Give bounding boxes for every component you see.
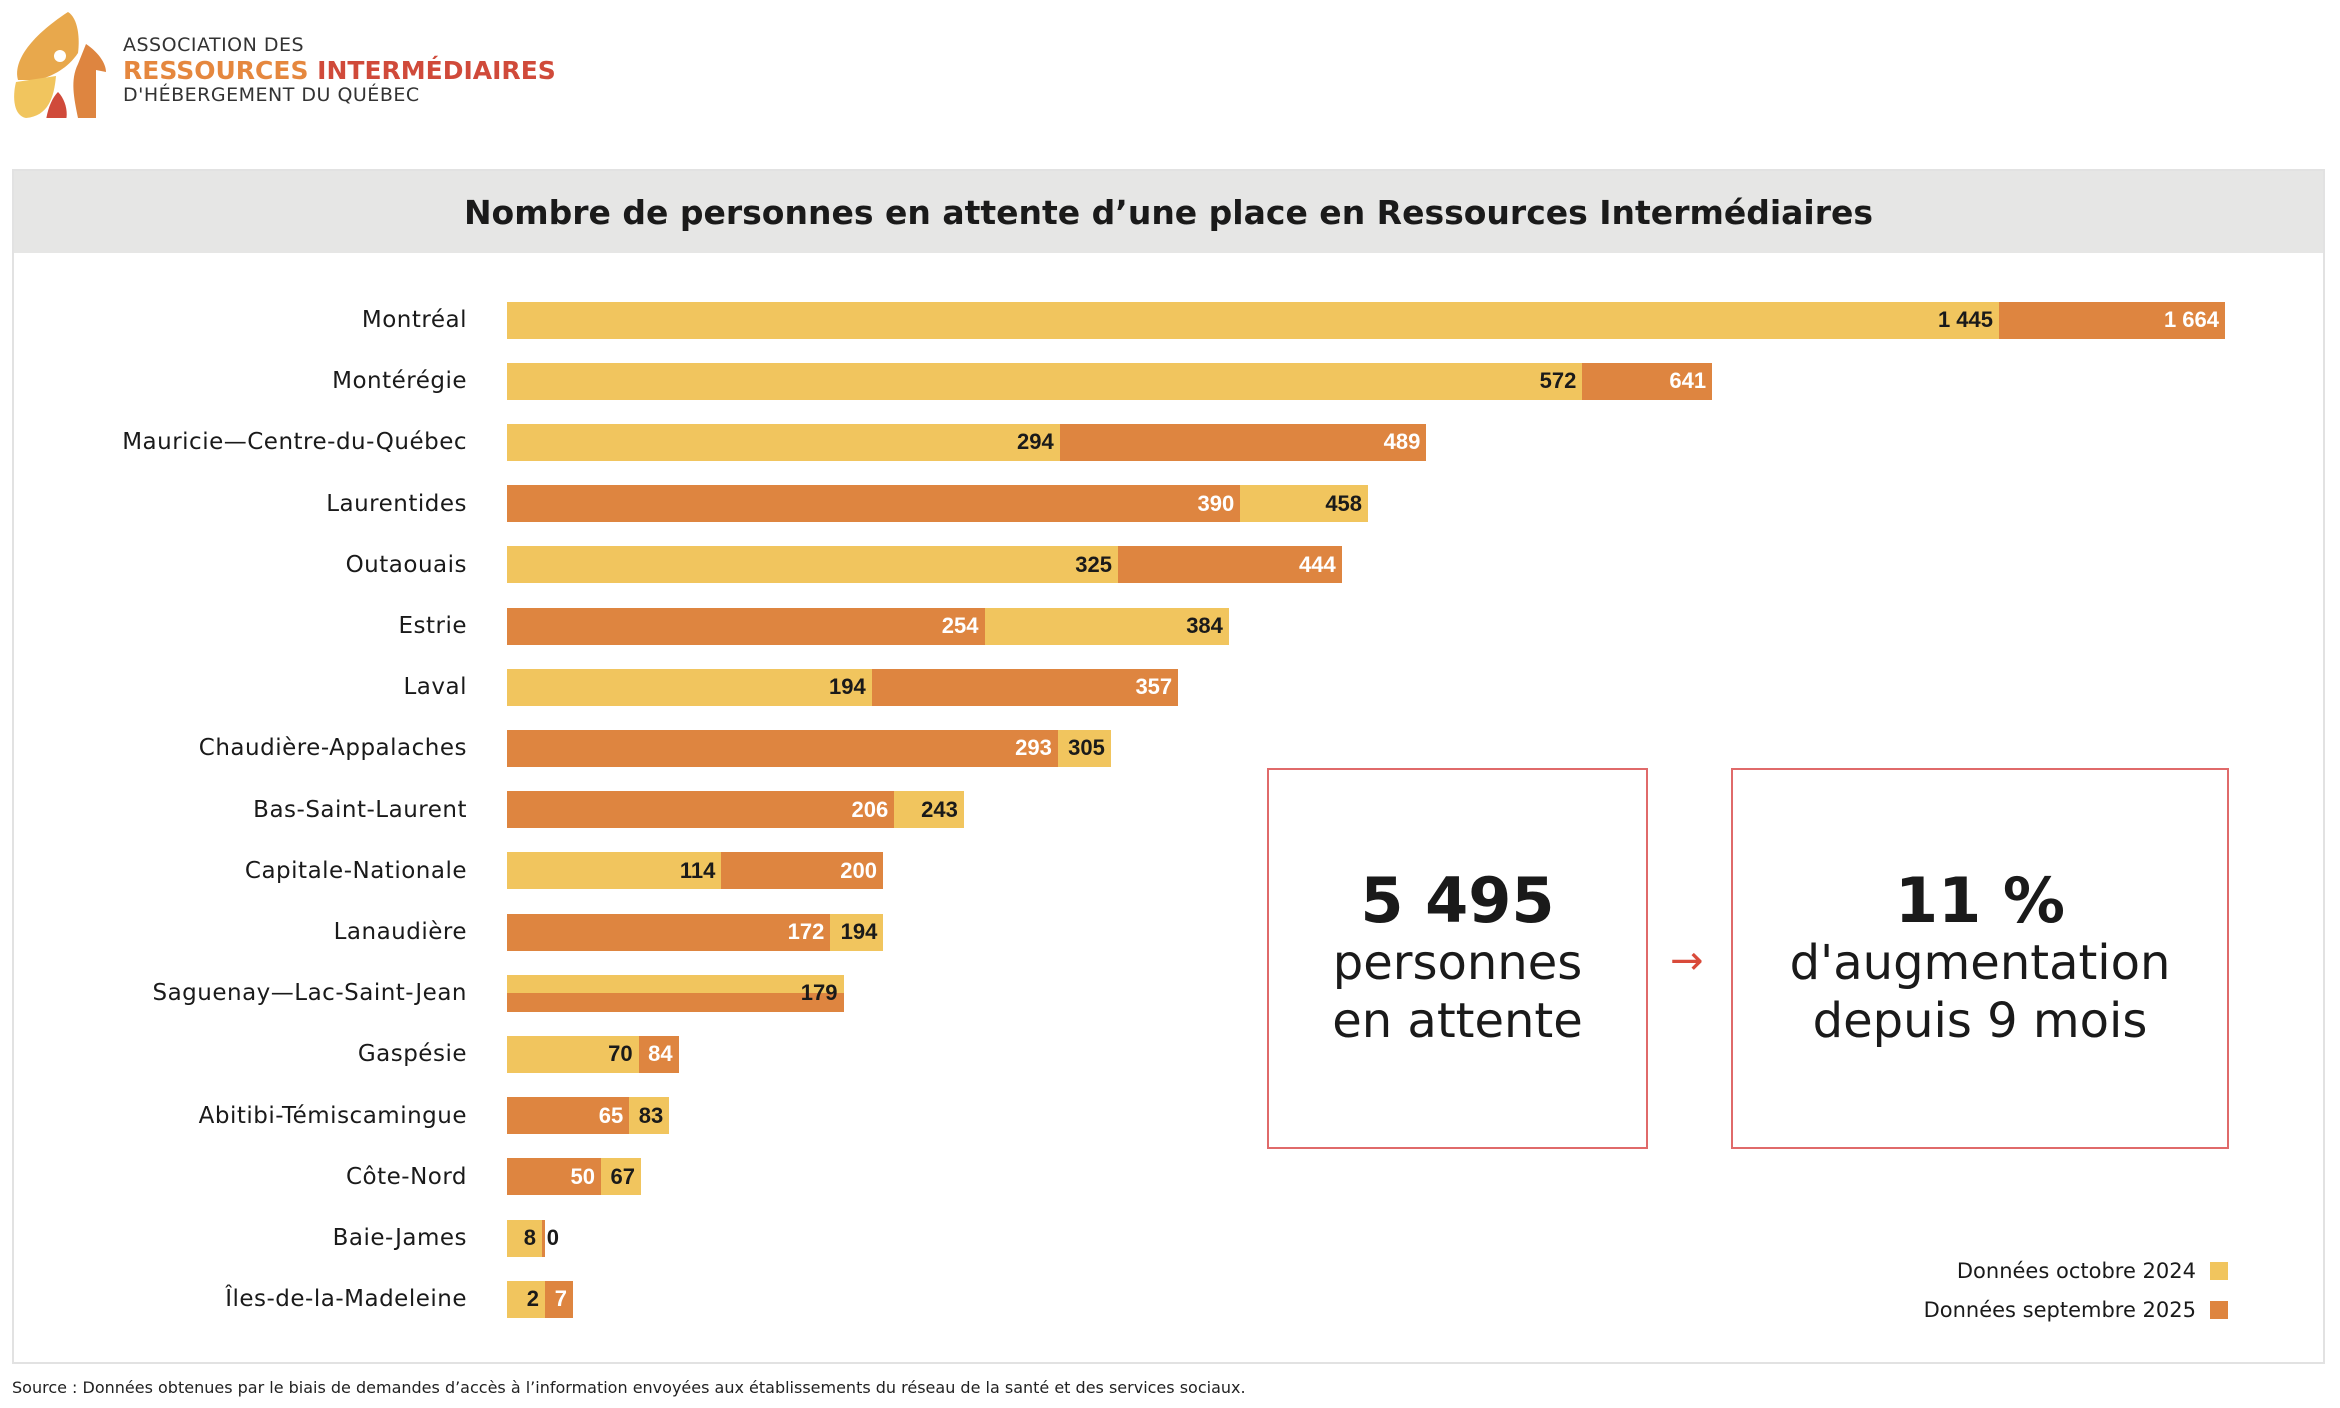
value-label: 293	[1015, 735, 1052, 761]
category-label: Montérégie	[332, 368, 467, 395]
value-label: 206	[851, 796, 889, 822]
bar-2024	[507, 1219, 545, 1257]
value-label: 254	[941, 613, 979, 638]
value-label: 8	[523, 1225, 536, 1250]
legend-swatch	[2210, 1262, 2228, 1280]
category-label: Saguenay—Lac-Saint-Jean	[152, 980, 467, 1007]
value-label: 0	[546, 1225, 559, 1250]
category-label: Montréal	[361, 307, 467, 333]
category-label: Gaspésie	[357, 1041, 467, 1068]
bar-2025	[507, 791, 895, 829]
category-label: Capitale-Nationale	[244, 857, 467, 884]
chart-panel: Nombre de personnes en attente d’une pla…	[12, 169, 2325, 1364]
bar-2025	[542, 1219, 545, 1257]
category-label: Estrie	[398, 613, 467, 639]
logo-text: ASSOCIATION DES RESSOURCES INTERMÉDIAIRE…	[123, 36, 556, 105]
value-label: 172	[787, 919, 825, 944]
bar-2025	[507, 913, 831, 951]
value-label: 243	[921, 796, 958, 822]
value-label: 194	[840, 919, 878, 944]
value-label: 50	[570, 1163, 595, 1189]
bar-2024	[507, 1280, 545, 1318]
value-label: 325	[1075, 551, 1112, 577]
bar-2025	[507, 485, 1241, 523]
category-label: Outaouais	[345, 551, 467, 578]
value-label: 194	[829, 674, 866, 700]
logo-line3: D'HÉBERGEMENT DU QUÉBEC	[123, 84, 420, 106]
category-label: Mauricie—Centre-du-Québec	[122, 429, 467, 456]
value-label: 200	[840, 857, 877, 883]
value-label: 1 445	[1937, 307, 1993, 332]
bar-2024	[507, 668, 872, 706]
category-label: Baie-James	[332, 1225, 467, 1251]
value-label: 641	[1669, 368, 1707, 394]
category-label: Chaudière-Appalaches	[198, 735, 467, 762]
value-label: 444	[1299, 551, 1336, 577]
bar-2024	[507, 974, 844, 994]
category-label: Laurentides	[326, 490, 467, 517]
value-label: 83	[638, 1102, 664, 1128]
category-label: Abitibi-Témiscamingue	[198, 1102, 467, 1129]
kpi-total-line2: en attente	[1332, 992, 1583, 1049]
bar-2025	[507, 993, 844, 1012]
kpi-total-value: 5 495	[1360, 863, 1555, 937]
value-label: 67	[610, 1163, 635, 1189]
value-label: 572	[1539, 368, 1577, 394]
legend-item-2025: Données septembre 2025	[1924, 1298, 2228, 1322]
logo-line2a: RESSOURCES	[123, 56, 309, 85]
value-label: 65	[598, 1102, 624, 1128]
value-label: 294	[1017, 429, 1054, 455]
bar-2025	[507, 1158, 601, 1196]
category-label: Côte-Nord	[345, 1163, 467, 1190]
value-label: 357	[1135, 674, 1173, 700]
logo-line1: ASSOCIATION DES	[123, 34, 305, 56]
value-label: 489	[1383, 429, 1421, 455]
kpi-increase: 11 % d'augmentation depuis 9 mois	[1731, 768, 2229, 1149]
bar-2024	[507, 301, 1999, 339]
value-label: 84	[648, 1041, 673, 1067]
value-label: 390	[1197, 490, 1235, 516]
category-label: Îles-de-la-Madeleine	[225, 1286, 467, 1313]
bar-2025	[507, 1097, 630, 1135]
value-label: 70	[608, 1041, 633, 1067]
category-label: Bas-Saint-Laurent	[253, 796, 467, 823]
value-label: 458	[1325, 490, 1363, 516]
value-label: 114	[679, 857, 716, 883]
legend-label: Données septembre 2025	[1923, 1298, 2196, 1322]
bar-2024	[507, 362, 1583, 400]
kpi-increase-value: 11 %	[1895, 863, 2065, 937]
category-label: Laval	[403, 674, 467, 701]
bar-2025	[507, 607, 985, 645]
value-label: 2	[526, 1286, 539, 1312]
logo-line2b: INTERMÉDIAIRES	[317, 56, 556, 85]
kpi-total-line1: personnes	[1332, 935, 1583, 991]
value-label: 7	[554, 1286, 567, 1312]
bar-2025	[507, 729, 1058, 767]
bar-2024	[507, 852, 722, 890]
kpi-increase-line1: d'augmentation	[1789, 935, 2171, 991]
value-label: 305	[1068, 735, 1105, 761]
kpi-increase-line2: depuis 9 mois	[1812, 992, 2148, 1049]
arrow-right-icon: →	[1670, 938, 1704, 984]
chart-title: Nombre de personnes en attente d’une pla…	[14, 171, 2323, 253]
value-label: 179	[800, 980, 838, 1006]
legend-item-2024: Données octobre 2024	[1957, 1259, 2228, 1283]
logo	[14, 12, 106, 118]
bar-2024	[507, 546, 1118, 584]
legend-label: Données octobre 2024	[1956, 1259, 2196, 1283]
legend-swatch	[2210, 1301, 2228, 1319]
value-label: 384	[1186, 613, 1223, 638]
kpi-total: 5 495 personnes en attente	[1267, 768, 1648, 1149]
source-note: Source : Données obtenues par le biais d…	[12, 1378, 1246, 1397]
bar-2024	[507, 1035, 639, 1073]
category-label: Lanaudière	[333, 919, 467, 945]
bar-2024	[507, 423, 1060, 461]
value-label: 1 664	[2163, 307, 2219, 332]
